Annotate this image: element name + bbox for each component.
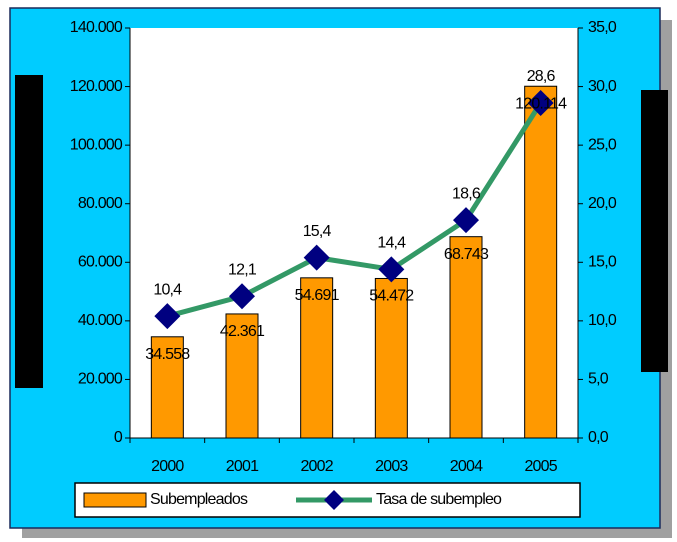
- x-tick-label: 2003: [375, 458, 408, 475]
- data-label: 28,6: [527, 68, 556, 85]
- y2-tick-label: 10,0: [588, 312, 617, 329]
- legend-marker: [324, 490, 344, 510]
- data-label: 54.472: [369, 288, 414, 305]
- data-label: 42.361: [220, 323, 265, 340]
- right-block: [641, 90, 668, 372]
- data-label: 15,4: [303, 223, 332, 240]
- data-label: 10,4: [153, 281, 182, 298]
- y2-tick-label: 15,0: [588, 254, 617, 271]
- data-label: 14,4: [377, 235, 406, 252]
- data-label: 120.114: [515, 95, 567, 112]
- y2-tick-label: 35,0: [588, 19, 617, 36]
- y-tick-label: 20.000: [78, 371, 123, 388]
- bar: [300, 277, 334, 439]
- plot-area: [130, 28, 578, 438]
- left-block: [15, 75, 43, 388]
- y2-tick-label: 0,0: [588, 429, 609, 446]
- bar: [374, 277, 408, 439]
- x-tick-label: 2002: [300, 458, 333, 475]
- x-tick-label: 2004: [450, 458, 483, 475]
- data-label: 18,6: [452, 185, 481, 202]
- y2-tick-label: 25,0: [588, 136, 617, 153]
- y-tick-label: 80.000: [78, 195, 123, 212]
- line: [166, 101, 543, 319]
- x-tick-label: 2005: [524, 458, 557, 475]
- bar: [150, 336, 184, 439]
- data-label: 68.743: [444, 246, 489, 263]
- marker: [154, 303, 181, 330]
- marker: [229, 283, 255, 310]
- y2-tick-label: 20,0: [588, 195, 617, 212]
- data-label: 54.691: [295, 287, 340, 304]
- y-tick-label: 40.000: [78, 312, 123, 329]
- data-label: 12,1: [228, 261, 257, 278]
- y-tick-label: 0: [114, 429, 123, 446]
- bar: [524, 85, 558, 439]
- marker: [453, 207, 479, 234]
- x-tick-label: 2001: [226, 458, 259, 475]
- y-tick-label: 120.000: [70, 78, 123, 95]
- marker: [527, 89, 554, 116]
- marker: [378, 256, 405, 283]
- bar: [225, 313, 259, 439]
- y-tick-label: 100.000: [70, 136, 123, 153]
- legend-swatch: [83, 492, 147, 508]
- y2-tick-label: 5,0: [588, 371, 609, 388]
- x-tick-label: 2000: [151, 458, 184, 475]
- y2-tick-label: 30,0: [588, 78, 617, 95]
- legend-label: Subempleados: [150, 491, 248, 508]
- y-tick-label: 60.000: [78, 254, 123, 271]
- bar: [449, 236, 483, 439]
- legend-label: Tasa de subempleo: [376, 491, 502, 508]
- data-label: 34.558: [145, 346, 190, 363]
- y-tick-label: 140.000: [70, 19, 123, 36]
- marker: [303, 244, 330, 271]
